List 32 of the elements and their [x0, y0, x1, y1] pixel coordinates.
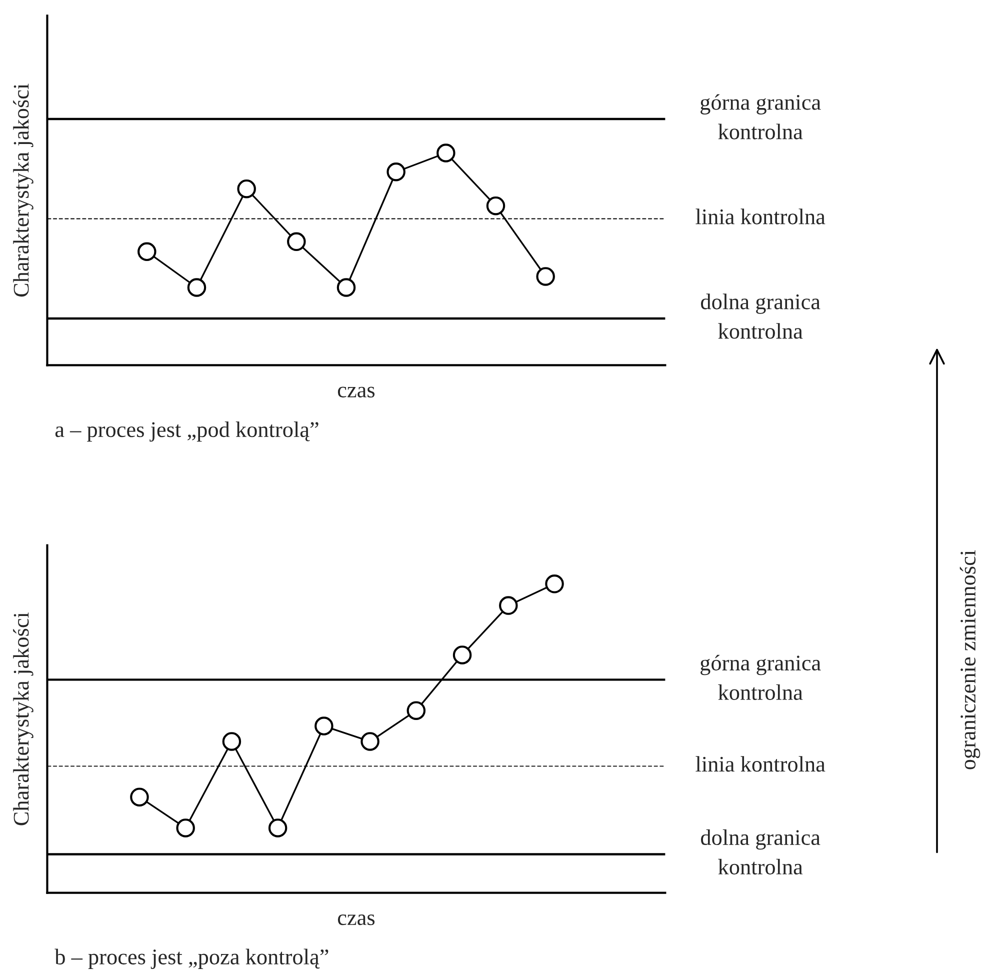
- point: [222, 732, 242, 751]
- point: [268, 818, 288, 838]
- ref-line-label: linia kontrolna: [696, 208, 826, 224]
- y-axis-title: Charakterystyka jakości: [13, 84, 34, 297]
- point: [287, 232, 306, 252]
- ref-line-label: górna granica kontrolna: [700, 94, 821, 140]
- text: ograniczenie zmienności: [960, 550, 980, 770]
- point: [360, 732, 380, 751]
- y-axis-title: Charakterystyka jakości: [13, 612, 34, 826]
- point: [499, 596, 518, 615]
- point: [486, 196, 506, 216]
- point: [176, 818, 195, 838]
- point: [436, 144, 456, 162]
- x-axis-title: czas: [338, 386, 375, 398]
- point: [314, 716, 334, 736]
- point: [545, 574, 564, 594]
- point: [336, 278, 356, 297]
- ref-line-label: dolna granica kontrolna: [700, 829, 820, 875]
- ref-line-label: linia kontrolna: [696, 756, 826, 772]
- text: b – proces jest „poza kontrolą”: [54, 948, 328, 969]
- point: [237, 179, 256, 198]
- point: [406, 701, 426, 720]
- point: [452, 646, 472, 664]
- ref-line-label: górna granica kontrolna: [700, 654, 821, 700]
- point: [187, 278, 206, 297]
- x-axis-title: czas: [338, 914, 375, 926]
- point: [386, 162, 406, 182]
- text: a – proces jest „pod kontrolą”: [55, 421, 318, 442]
- point: [536, 267, 555, 286]
- point: [130, 788, 149, 806]
- point: [138, 242, 156, 262]
- ref-line-label: dolna granica kontrolna: [700, 294, 820, 339]
